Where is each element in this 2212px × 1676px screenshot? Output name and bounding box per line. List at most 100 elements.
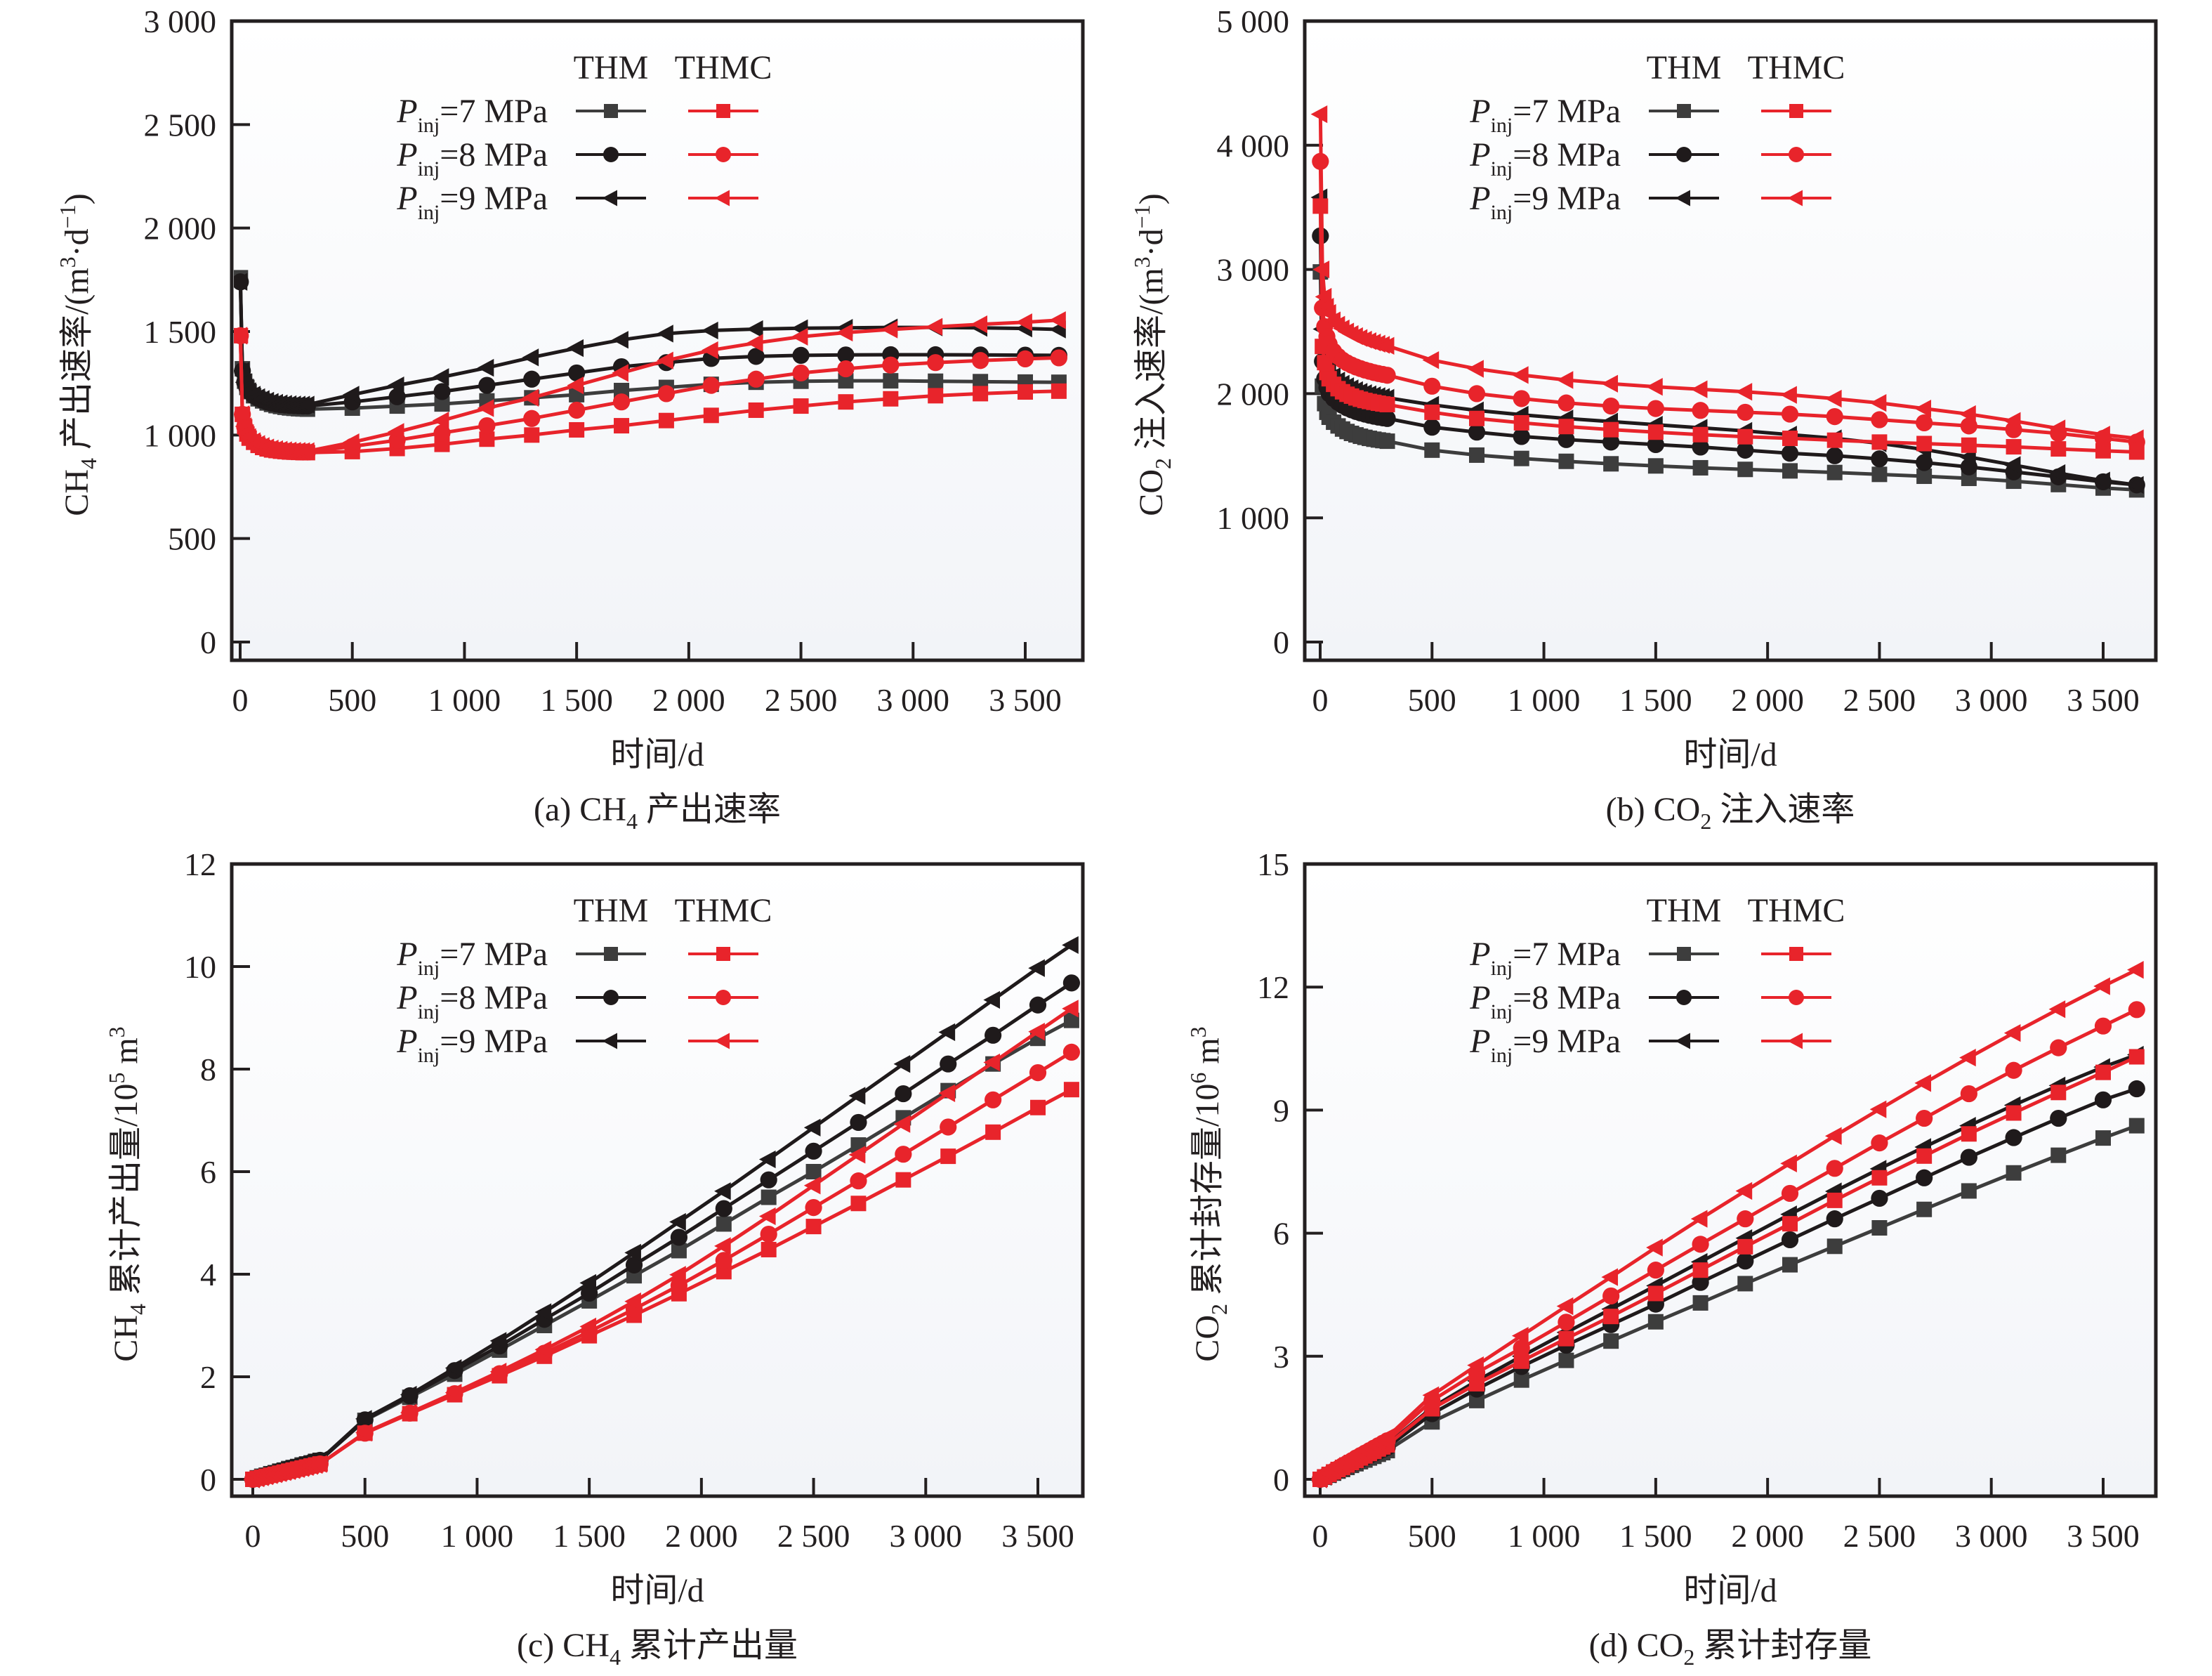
data-point bbox=[1511, 1326, 1529, 1345]
data-point bbox=[1603, 456, 1619, 472]
legend-marker-thm bbox=[603, 990, 619, 1005]
data-point bbox=[1558, 453, 1574, 469]
data-point bbox=[983, 1053, 1001, 1072]
legend-symbol: P bbox=[396, 136, 417, 174]
data-point bbox=[1824, 389, 1842, 408]
legend-header-thmc: THMC bbox=[675, 49, 772, 86]
data-point bbox=[1914, 1074, 1932, 1092]
data-point bbox=[2128, 1001, 2145, 1019]
data-point bbox=[1423, 377, 1441, 395]
data-point bbox=[985, 1091, 1002, 1108]
data-point bbox=[1869, 394, 1887, 412]
y-label-part: 4 bbox=[76, 458, 101, 469]
x-tick-label: 1 000 bbox=[1508, 682, 1581, 718]
data-point bbox=[883, 391, 899, 407]
data-point bbox=[434, 396, 450, 412]
y-label-part: 注入速率/(m bbox=[1133, 268, 1170, 458]
data-point bbox=[1558, 431, 1575, 448]
data-point bbox=[2003, 456, 2021, 474]
legend-subscript: inj bbox=[418, 957, 440, 980]
legend-entry-label: Pinj=9 MPa bbox=[1469, 180, 1621, 224]
data-point bbox=[387, 376, 404, 395]
data-point bbox=[1692, 402, 1709, 419]
data-point bbox=[2048, 464, 2066, 483]
data-point bbox=[1737, 1210, 1754, 1228]
data-point bbox=[1961, 1126, 1977, 1142]
data-point bbox=[703, 407, 719, 424]
data-point bbox=[926, 317, 943, 336]
y-tick-label: 500 bbox=[168, 521, 216, 557]
y-tick-label: 8 bbox=[200, 1052, 216, 1087]
legend-entry-label: Pinj=9 MPa bbox=[1469, 1023, 1621, 1067]
y-tick-label: 4 000 bbox=[1217, 128, 1290, 164]
data-point bbox=[1513, 1353, 1529, 1369]
legend-symbol: P bbox=[1469, 936, 1490, 973]
data-point bbox=[2006, 439, 2022, 455]
data-point bbox=[1049, 311, 1066, 329]
y-tick-label: 2 500 bbox=[144, 107, 217, 143]
data-point bbox=[1601, 374, 1619, 393]
data-point bbox=[534, 1340, 552, 1359]
x-tick-label: 500 bbox=[1408, 682, 1456, 718]
caption-text: 累计封存量 bbox=[1694, 1627, 1871, 1664]
data-point bbox=[803, 1118, 821, 1137]
x-tick-label: 0 bbox=[245, 1518, 261, 1554]
panel-b: 0 1 000 2 000 3 000 4 000 5 000 0 500 1 000 1 500… bbox=[1129, 4, 2158, 834]
y-tick-label: 2 bbox=[200, 1359, 216, 1395]
legend-entry-label: Pinj=9 MPa bbox=[396, 180, 548, 224]
data-point bbox=[568, 401, 586, 419]
legend-subscript: inj bbox=[418, 114, 440, 137]
data-point bbox=[760, 1225, 777, 1243]
data-point bbox=[1826, 408, 1843, 426]
x-tick-label: 3 000 bbox=[1955, 1518, 2028, 1554]
data-point bbox=[940, 1055, 957, 1073]
data-point bbox=[793, 398, 809, 414]
y-label-part: −1 bbox=[1129, 204, 1154, 228]
legend-marker-thmc bbox=[716, 147, 731, 162]
x-tick-label: 1 500 bbox=[540, 682, 613, 718]
data-point bbox=[625, 1256, 643, 1274]
data-point bbox=[1647, 1262, 1664, 1279]
legend-subscript: inj bbox=[1491, 1000, 1513, 1023]
panel-caption: (b) CO2 注入速率 bbox=[1606, 791, 1855, 834]
y-label-part: 5 bbox=[104, 1073, 129, 1084]
data-point bbox=[1737, 1276, 1753, 1292]
data-point bbox=[1469, 447, 1484, 463]
data-point bbox=[1063, 1082, 1079, 1098]
legend-marker-thm bbox=[602, 1033, 617, 1049]
data-point bbox=[387, 423, 404, 441]
data-point bbox=[2006, 1105, 2022, 1121]
data-point bbox=[1558, 1352, 1574, 1368]
data-point bbox=[805, 1164, 822, 1179]
data-point bbox=[928, 373, 944, 389]
data-point bbox=[1871, 466, 1888, 483]
legend-value: =7 MPa bbox=[440, 93, 548, 130]
data-point bbox=[746, 320, 763, 339]
data-point bbox=[1826, 1210, 1843, 1228]
data-point bbox=[747, 348, 765, 365]
panel-d: 0 3 6 9 12 15 0 500 1 000 1 500 2 000 2 500 3 000 3 5… bbox=[1185, 846, 2158, 1670]
legend-entry-label: Pinj=8 MPa bbox=[1469, 136, 1621, 181]
plot-frame bbox=[230, 19, 1085, 662]
y-axis-label: CH4 累计产出量/105 m3 bbox=[104, 1026, 150, 1361]
data-point bbox=[2093, 426, 2110, 444]
data-point bbox=[624, 1292, 641, 1311]
y-label-part: ) bbox=[1133, 193, 1170, 204]
data-point bbox=[1556, 1297, 1574, 1316]
data-point bbox=[1826, 1238, 1843, 1255]
y-label-part: 2 bbox=[1150, 458, 1176, 469]
data-point bbox=[658, 412, 674, 428]
data-point bbox=[895, 1085, 912, 1103]
data-point bbox=[1603, 1309, 1619, 1325]
data-point bbox=[1062, 936, 1079, 954]
data-point bbox=[1916, 454, 1933, 471]
data-point bbox=[836, 323, 853, 342]
data-point bbox=[805, 1199, 822, 1217]
data-point bbox=[1780, 1154, 1797, 1172]
y-tick-label: 2 000 bbox=[1217, 376, 1290, 412]
legend-header-thmc: THMC bbox=[1748, 892, 1845, 929]
x-tick-label: 2 500 bbox=[765, 682, 838, 718]
series-thmc-triangle-left bbox=[1310, 961, 2144, 1488]
data-point bbox=[850, 1196, 867, 1212]
data-point bbox=[758, 1207, 776, 1226]
